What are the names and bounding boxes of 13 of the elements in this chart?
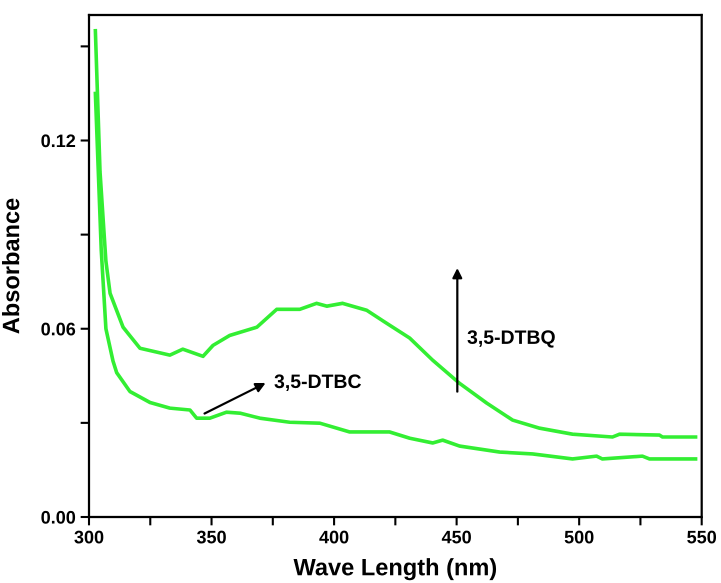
x-axis-title: Wave Length (nm) [294, 558, 496, 580]
y-tick-label: 0.06 [41, 322, 76, 336]
x-tick-label: 400 [319, 530, 348, 544]
x-tick-label: 450 [442, 530, 471, 544]
y-tick-label: 0.12 [41, 134, 76, 148]
annotation: 3,5-DTBC [274, 374, 362, 392]
x-tick-label: 550 [687, 530, 716, 544]
x-tick-label: 500 [564, 530, 594, 544]
x-tick-label: 300 [74, 530, 104, 544]
x-tick-label: 350 [196, 530, 226, 544]
y-axis-title: Absorbance [2, 198, 20, 334]
y-tick-label: 0.00 [41, 510, 76, 524]
annotation: 3,5-DTBQ [467, 330, 555, 348]
